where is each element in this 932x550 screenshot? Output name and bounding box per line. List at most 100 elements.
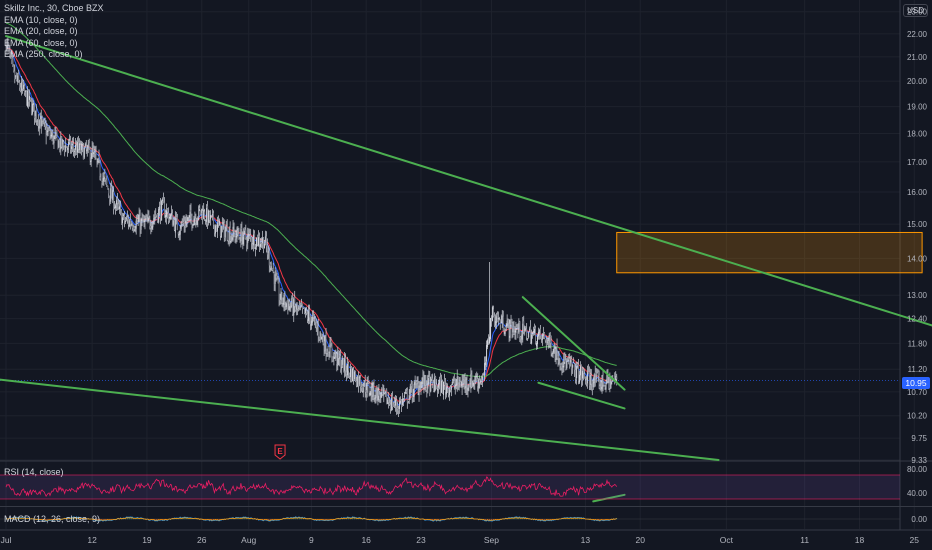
candle-body — [259, 244, 261, 247]
candle-body — [478, 379, 480, 389]
candle-body — [171, 213, 173, 227]
candle-body — [360, 387, 362, 389]
candle-body — [435, 376, 437, 386]
candle-body — [263, 243, 265, 249]
candle-body — [507, 320, 509, 323]
candle-body — [392, 395, 394, 408]
candle-body — [173, 219, 175, 231]
candle-body — [485, 362, 487, 366]
candle-body — [388, 398, 390, 403]
candle-body — [159, 206, 161, 210]
candle-body — [101, 181, 103, 184]
candle-body — [26, 91, 28, 106]
candle-body — [357, 375, 359, 386]
candle-body — [514, 330, 516, 333]
candle-body — [381, 388, 383, 391]
candle-body — [396, 400, 398, 408]
macd-hist-bar — [516, 517, 518, 520]
candle-body — [391, 397, 393, 410]
macd-pane-label[interactable]: MACD (12, 26, close, 9) — [4, 514, 101, 524]
trendline-lower-support — [0, 378, 720, 461]
candle-body — [352, 369, 354, 380]
currency-badge[interactable]: USD — [903, 4, 928, 17]
macd-hist-bar — [465, 517, 467, 520]
candle-body — [529, 328, 531, 331]
candle-body — [410, 384, 412, 387]
candle-body — [28, 96, 30, 100]
candle-body — [525, 326, 527, 328]
macd-hist-bar — [353, 517, 355, 520]
candle-body — [207, 205, 209, 224]
candle-body — [451, 381, 453, 385]
candle-body — [55, 132, 57, 137]
candle-body — [269, 264, 271, 268]
candle-body — [444, 384, 446, 393]
candle-body — [146, 217, 148, 222]
candle-body — [31, 103, 33, 114]
legend-ema-60[interactable]: EMA (60, close, 0) — [4, 37, 78, 48]
candle-body — [99, 163, 101, 177]
candle-body — [461, 381, 463, 389]
trendlines[interactable] — [0, 35, 932, 503]
candle-body — [445, 387, 447, 395]
candle-body — [198, 206, 200, 218]
candle-body — [427, 375, 429, 389]
candle-body — [571, 358, 573, 369]
candle-body — [139, 215, 141, 231]
candle-body — [574, 363, 576, 370]
candle-body — [359, 377, 361, 387]
candle-body — [522, 323, 524, 336]
macd-hist-bar — [463, 517, 465, 520]
candle-body — [90, 157, 92, 163]
candle-body — [335, 352, 337, 358]
candle-body — [340, 355, 342, 370]
trendline-wedge-top — [521, 296, 626, 391]
candle-body — [115, 205, 117, 209]
symbol-title[interactable]: Skillz Inc., 30, Cboe BZX — [4, 3, 104, 13]
candle-body — [102, 178, 104, 182]
candle-body — [166, 210, 168, 217]
candle-body — [72, 143, 74, 145]
candle-body — [22, 82, 24, 89]
candle-body — [242, 237, 244, 245]
candle-body — [361, 385, 363, 391]
candle-body — [213, 224, 215, 233]
candle-body — [276, 278, 278, 280]
legend-ema-20[interactable]: EMA (20, close, 0) — [4, 26, 78, 36]
legend-ema-250[interactable]: EMA (250, close, 0) — [4, 49, 83, 59]
candle-body — [589, 375, 591, 385]
candle-body — [310, 320, 312, 326]
candle-body — [61, 136, 63, 147]
candle-body — [96, 159, 98, 161]
candle-body — [409, 386, 411, 395]
candle-body — [11, 54, 13, 60]
candle-body — [479, 380, 481, 383]
candle-body — [424, 375, 426, 386]
candle-body — [215, 225, 217, 232]
candle-body — [43, 120, 45, 123]
candle-body — [495, 316, 497, 324]
candle-body — [486, 345, 488, 362]
y-tick-label: 13.00 — [907, 291, 928, 300]
y-tick-label: 11.20 — [908, 365, 928, 374]
candle-body — [212, 214, 214, 216]
candle-body — [488, 340, 490, 342]
candle-body — [109, 195, 111, 200]
candle-body — [500, 321, 502, 323]
rsi-pane-label[interactable]: RSI (14, close) — [4, 467, 64, 477]
candle-body — [75, 146, 77, 155]
candle-body — [317, 326, 319, 337]
candle-body — [192, 224, 194, 227]
candle-body — [35, 108, 37, 121]
candle-body — [614, 377, 616, 381]
candle-body — [211, 214, 213, 216]
candle-body — [80, 143, 82, 151]
candle-body — [463, 379, 465, 384]
candle-body — [499, 320, 501, 326]
candle-body — [203, 209, 205, 219]
candle-body — [566, 360, 568, 369]
legend-ema-10[interactable]: EMA (10, close, 0) — [4, 14, 78, 25]
candle-body — [401, 398, 403, 406]
